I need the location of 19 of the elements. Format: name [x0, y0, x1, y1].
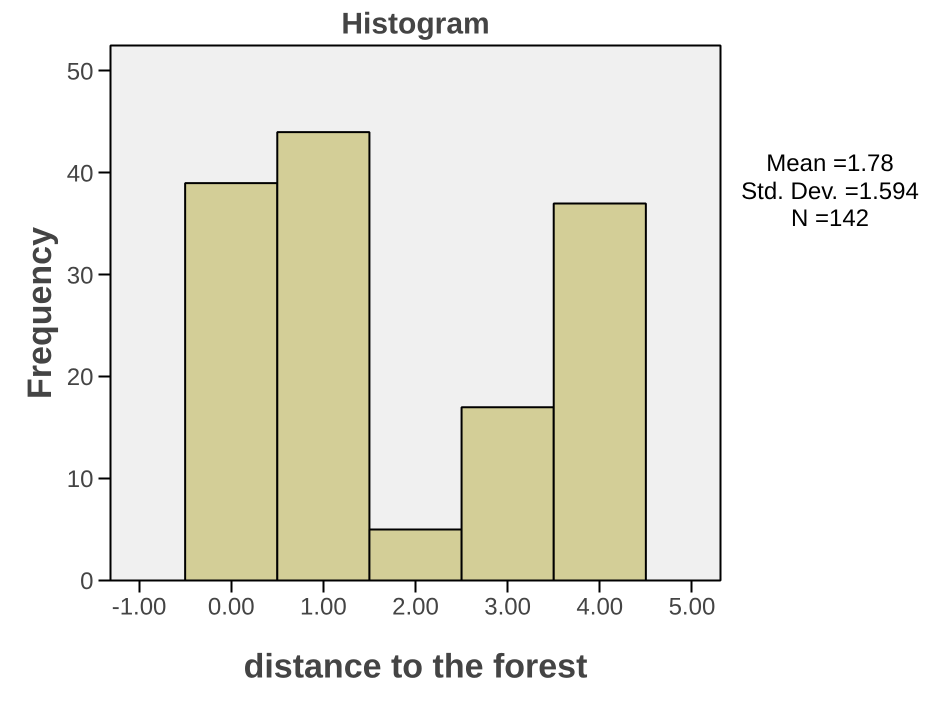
y-tick-label: 20 [66, 364, 94, 392]
y-axis-title: Frequency [20, 226, 59, 399]
y-tick-label: 40 [66, 160, 94, 188]
chart-title: Histogram [341, 8, 490, 40]
x-tick-label: 4.00 [576, 594, 624, 620]
x-tick-label: 0.00 [208, 594, 255, 620]
x-tick-label: -1.00 [112, 594, 166, 620]
text: N =142 [790, 205, 870, 232]
x-axis-title: distance to the forest [244, 648, 588, 686]
y-tick-label: 10 [66, 466, 94, 494]
text: Mean =1.78 [766, 150, 894, 177]
x-tick-label: 5.00 [668, 594, 716, 620]
x-tick-label: 1.00 [300, 594, 347, 620]
y-tick-label: 50 [66, 58, 94, 86]
text: Std. Dev. =1.594 [741, 178, 919, 205]
y-tick-label: 30 [66, 262, 94, 290]
x-tick-label: 3.00 [484, 594, 532, 620]
y-tick-label: 0 [80, 568, 94, 595]
x-tick-label: 2.00 [392, 594, 439, 620]
